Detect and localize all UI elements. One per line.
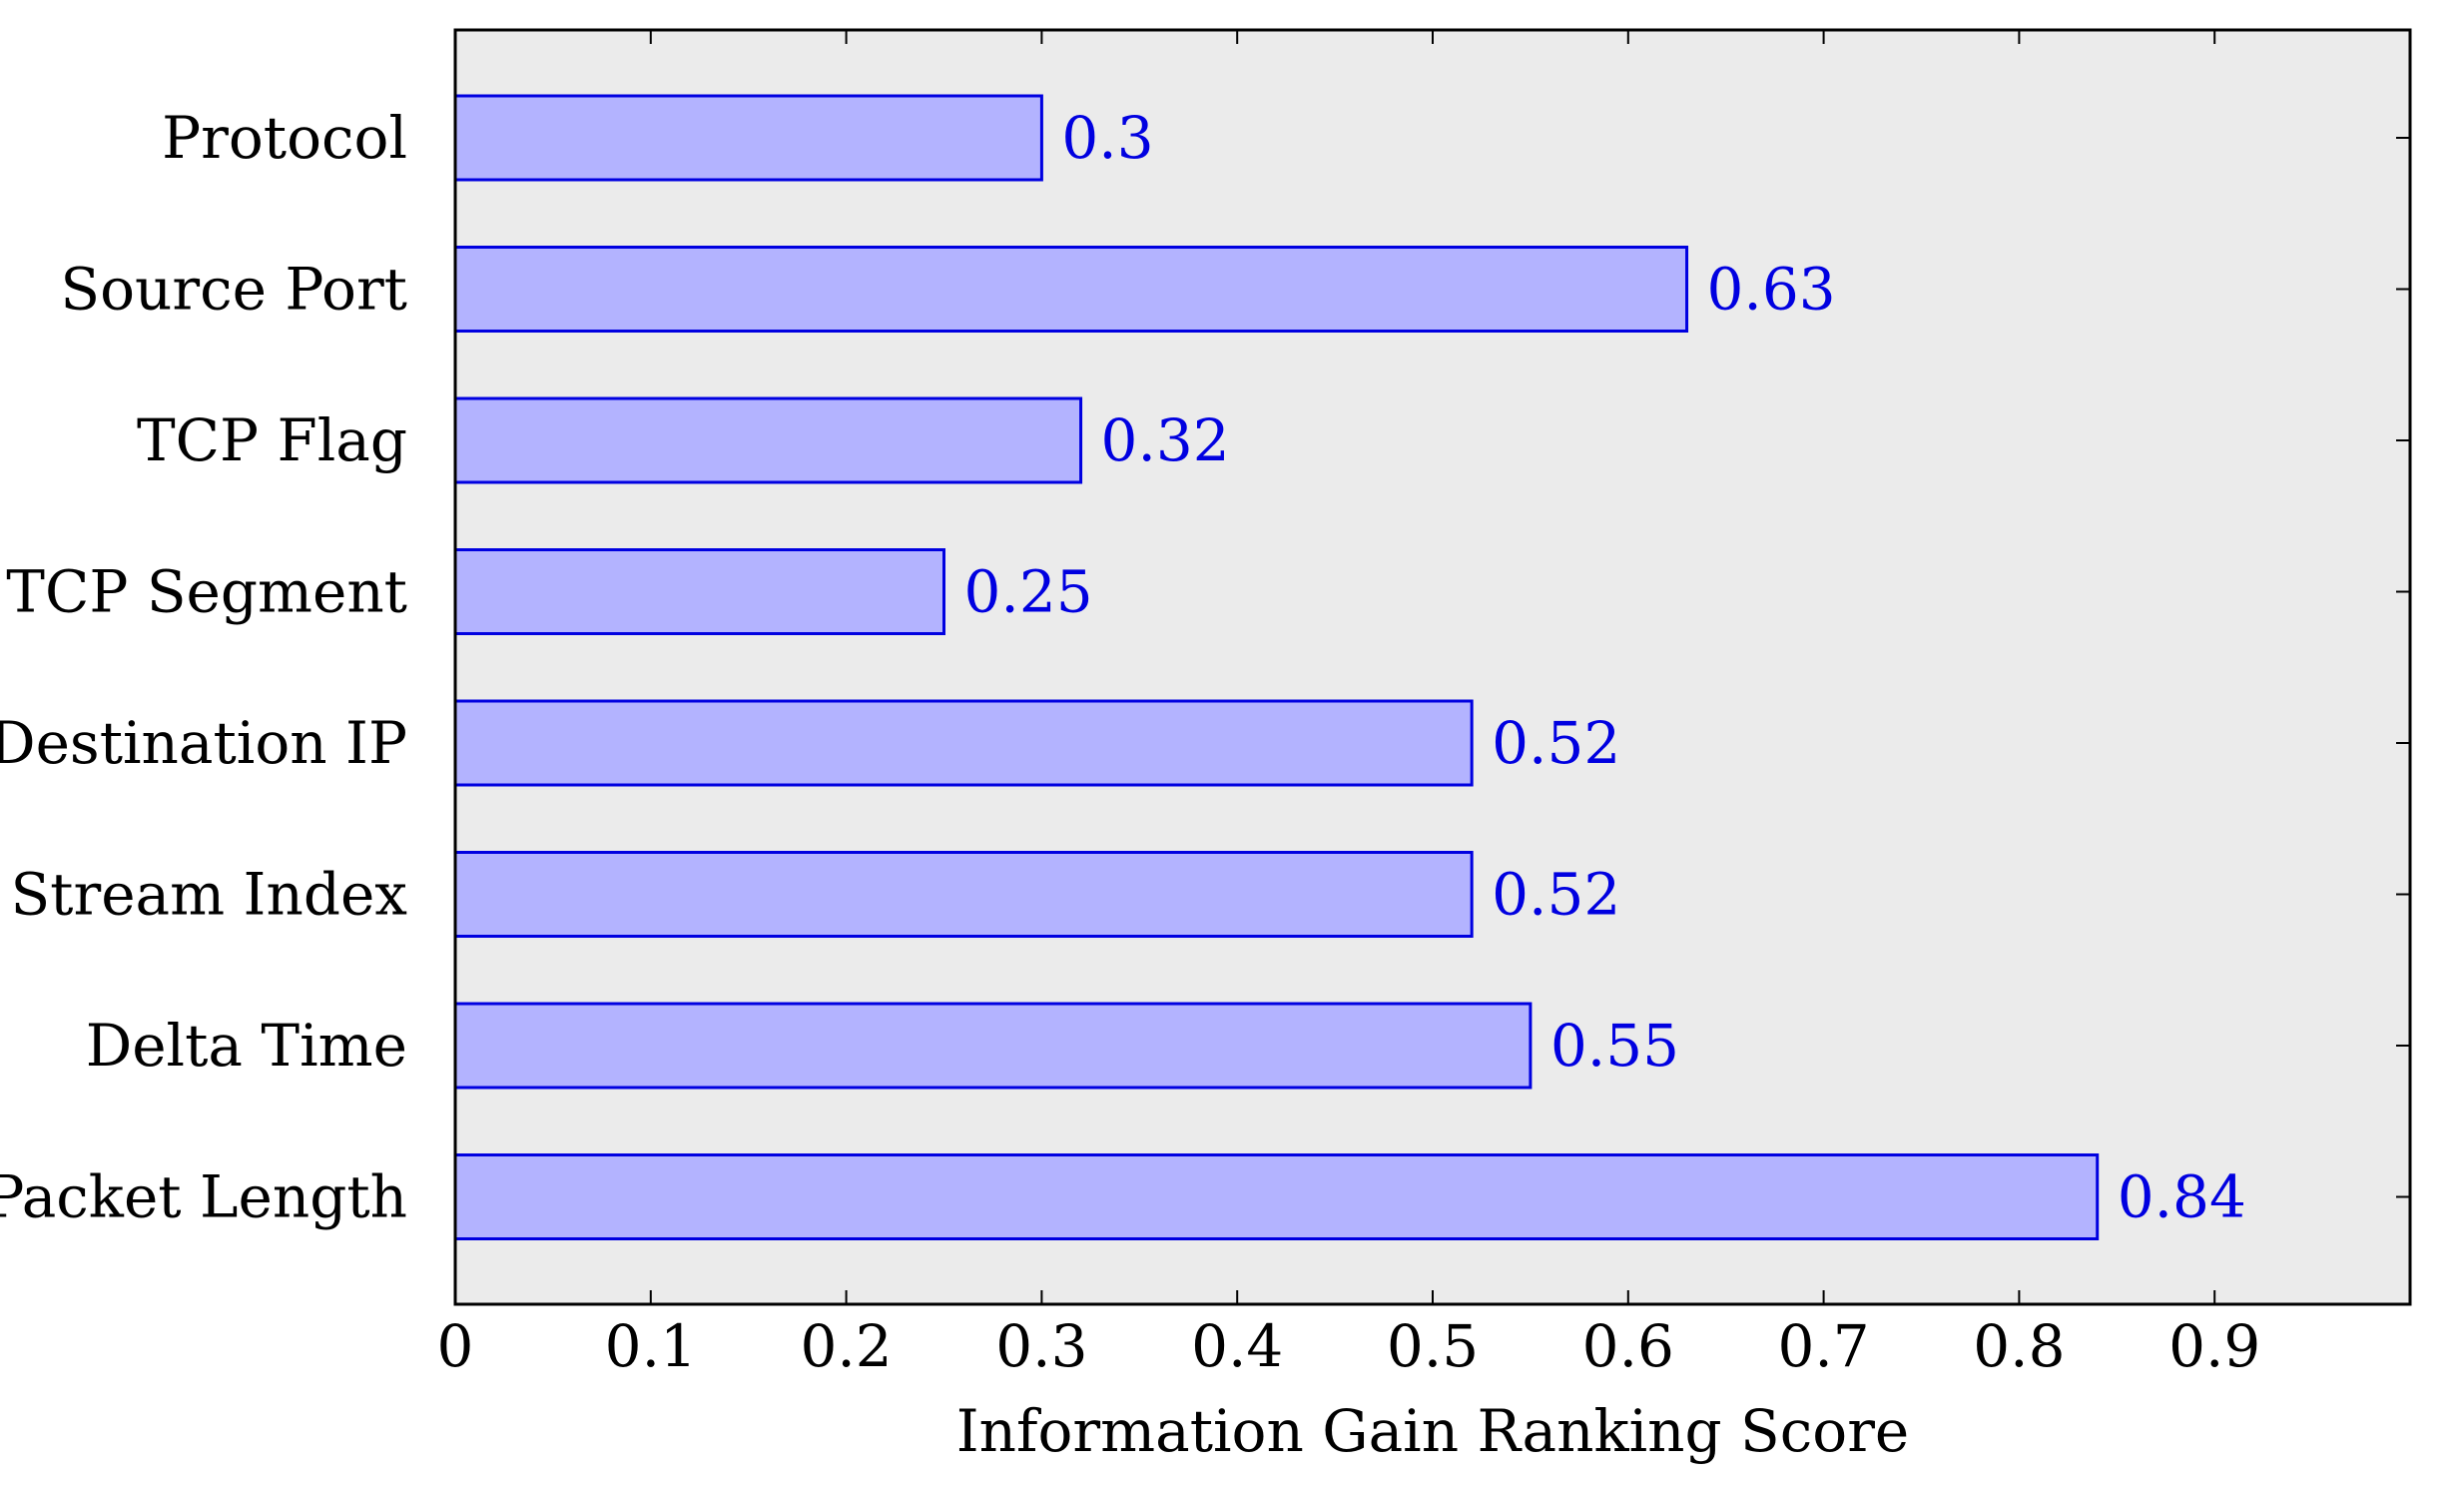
bar xyxy=(453,548,945,635)
value-label: 0.55 xyxy=(1550,1012,1679,1080)
x-axis-title: Information Gain Ranking Score xyxy=(956,1397,1910,1465)
bars xyxy=(453,94,2100,1240)
bar xyxy=(453,699,1474,787)
category-label: TCP Flag xyxy=(137,406,407,474)
value-label: 0.63 xyxy=(1707,256,1836,324)
category-label: Packet Length xyxy=(0,1163,407,1231)
category-label: Delta Time xyxy=(86,1012,407,1080)
bar xyxy=(453,1153,2100,1240)
bar xyxy=(453,94,1043,182)
category-label: TCP Segment xyxy=(6,558,407,626)
category-label: Protocol xyxy=(162,104,407,172)
x-tick-label: 0.8 xyxy=(1973,1312,2065,1380)
x-tick-label: 0.3 xyxy=(995,1312,1087,1380)
bar xyxy=(453,246,1689,333)
value-label: 0.32 xyxy=(1101,406,1230,474)
value-label: 0.84 xyxy=(2118,1163,2246,1231)
category-label: Destination IP xyxy=(0,709,407,777)
value-label: 0.25 xyxy=(964,558,1093,626)
category-label: Source Port xyxy=(60,256,407,324)
plot-area xyxy=(455,30,2410,1304)
x-tick-label: 0.2 xyxy=(800,1312,892,1380)
x-tick-labels: 0 0.1 0.2 0.3 0.4 0.5 0.6 0.7 0.8 0.9 xyxy=(437,1312,2261,1380)
value-label: 0.52 xyxy=(1492,709,1620,777)
x-tick-label: 0.1 xyxy=(605,1312,697,1380)
x-tick-label: 0.7 xyxy=(1777,1312,1869,1380)
category-label: Stream Index xyxy=(10,861,407,929)
category-labels: Protocol Source Port TCP Flag TCP Segment De… xyxy=(0,104,407,1231)
x-tick-label: 0.9 xyxy=(2168,1312,2260,1380)
bar xyxy=(453,851,1474,938)
x-tick-label: 0.4 xyxy=(1191,1312,1283,1380)
x-tick-label: 0.5 xyxy=(1387,1312,1479,1380)
value-label: 0.3 xyxy=(1061,104,1153,172)
value-labels: 0.3 0.63 0.32 0.25 0.52 0.52 0.55 0.84 xyxy=(964,104,2246,1231)
plot-frame xyxy=(453,28,2412,1306)
x-tick-label: 0 xyxy=(437,1312,474,1380)
bar xyxy=(453,396,1083,484)
bar xyxy=(453,1002,1533,1090)
x-tick-label: 0.6 xyxy=(1582,1312,1674,1380)
value-label: 0.52 xyxy=(1492,861,1620,929)
